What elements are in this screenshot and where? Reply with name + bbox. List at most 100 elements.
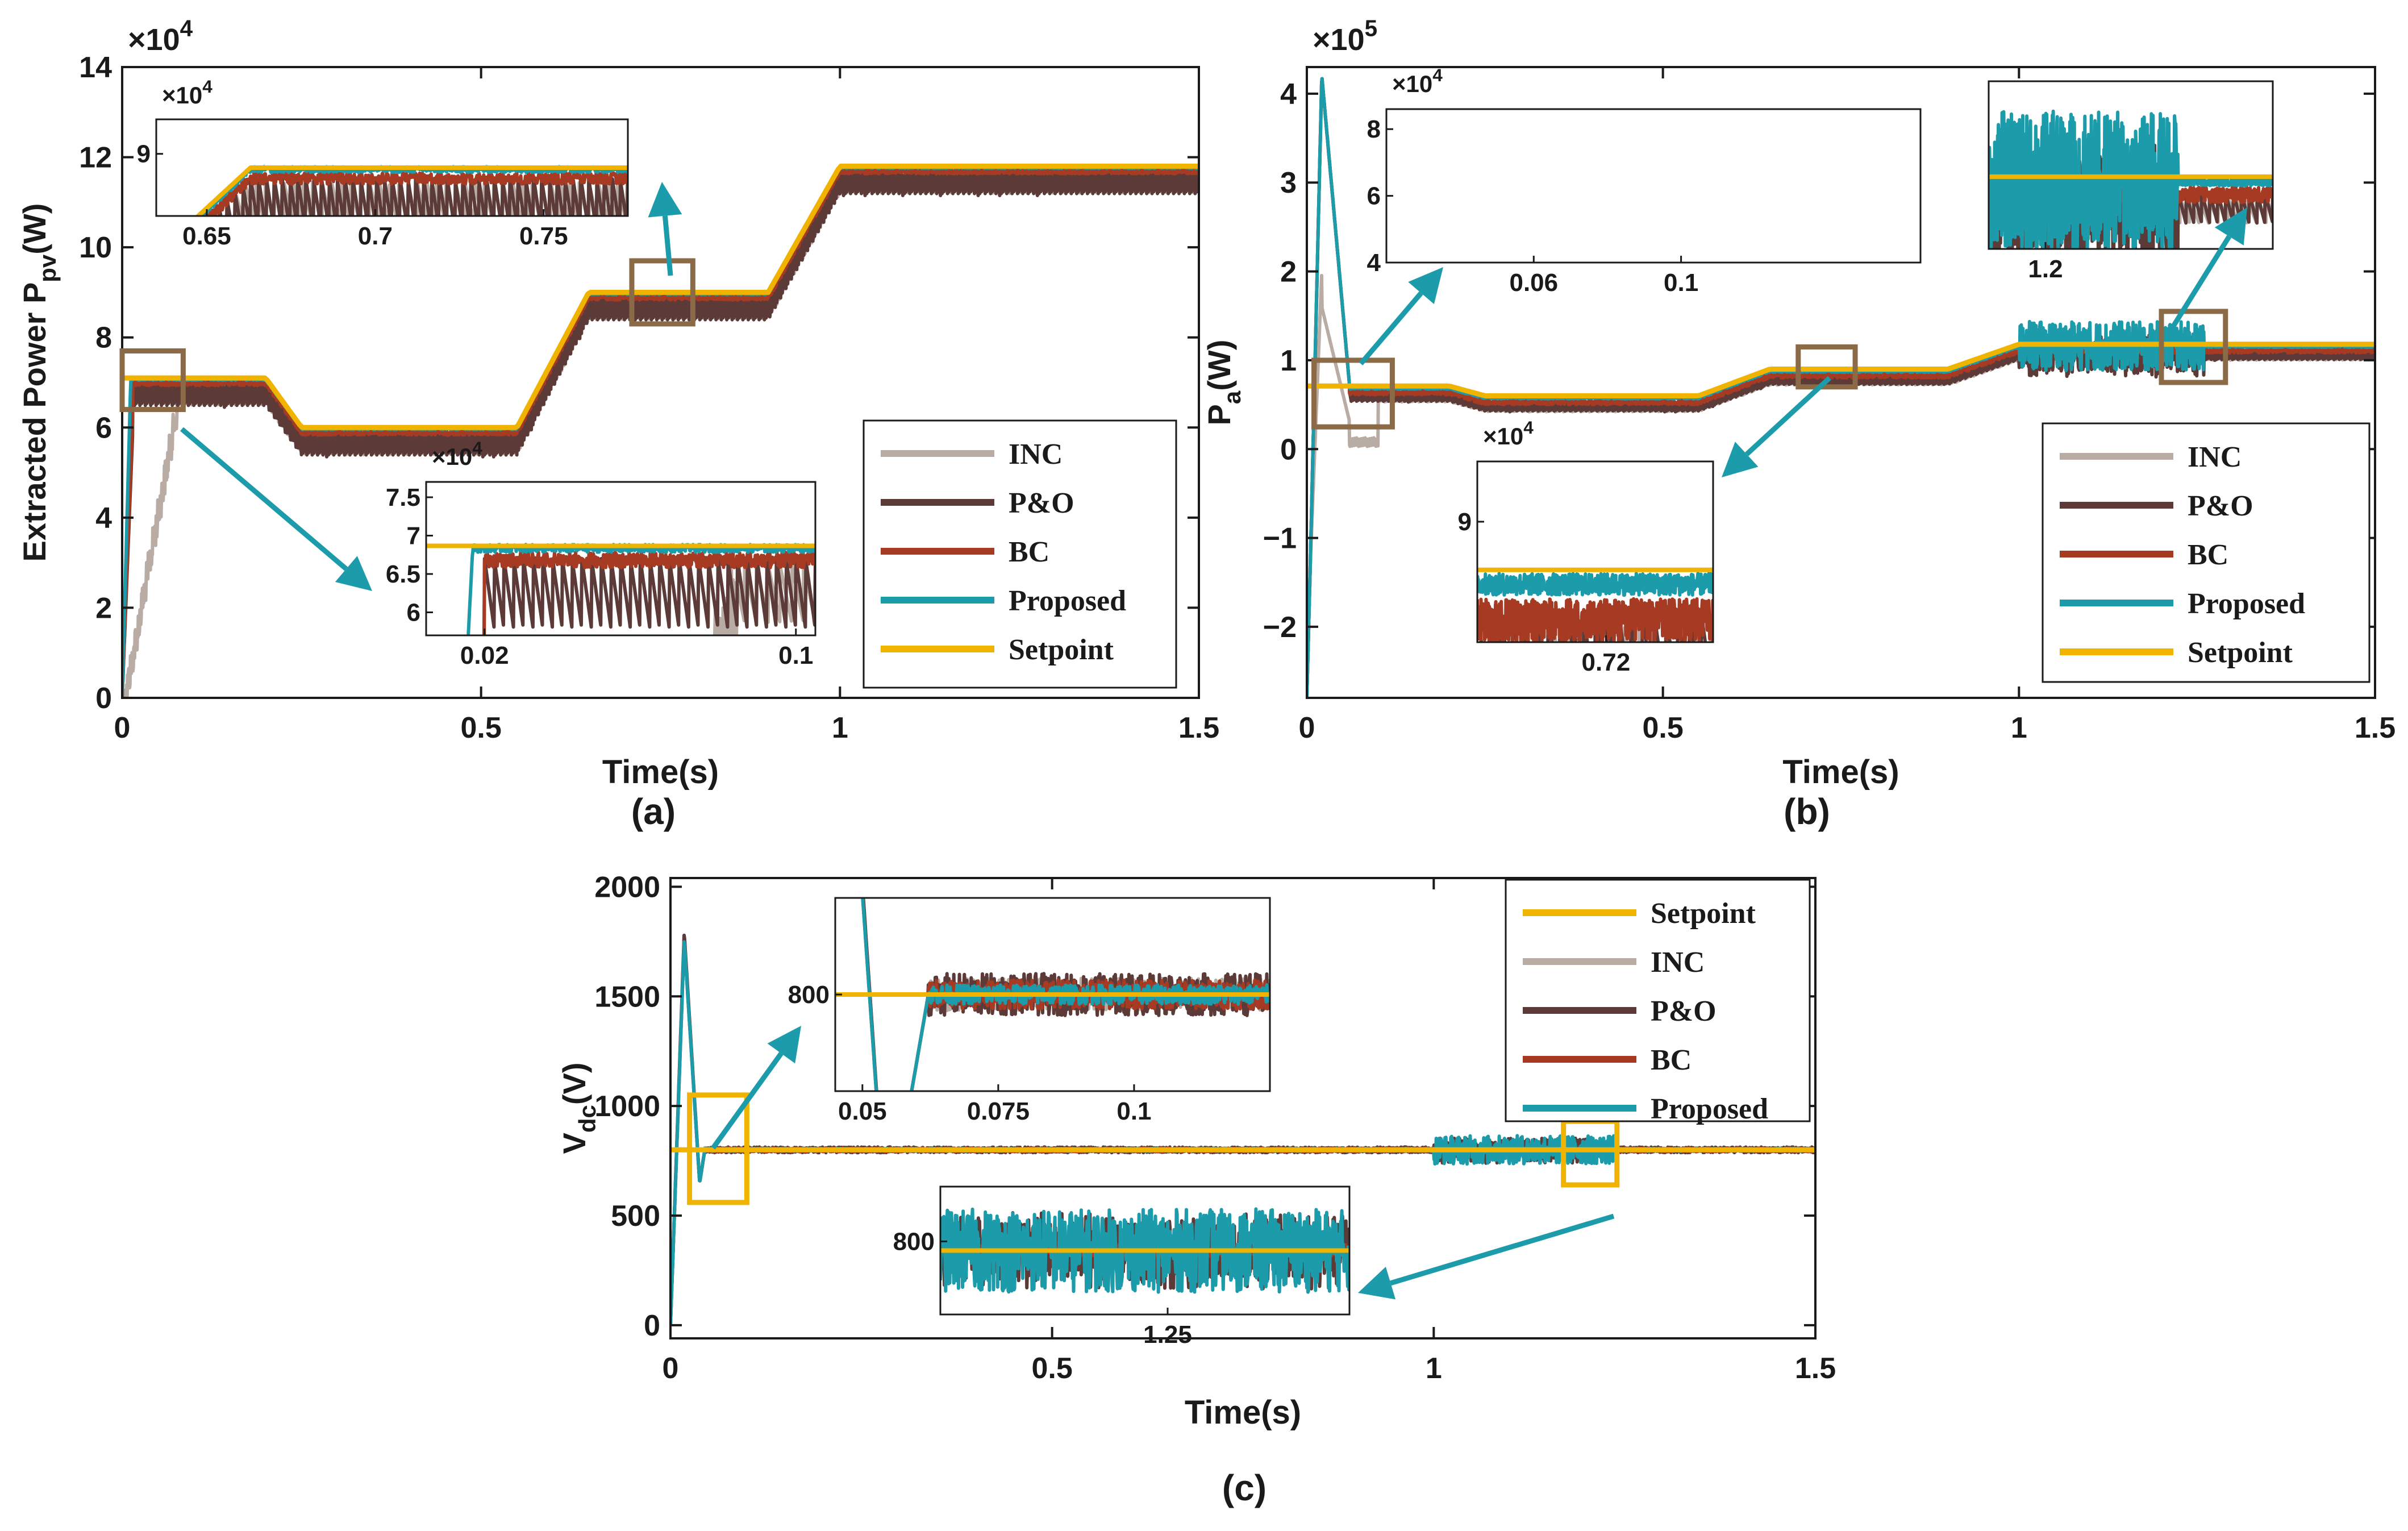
inset-y-tick-label: 9	[1458, 508, 1472, 536]
inset-y-tick-label: 7.5	[386, 484, 420, 511]
x-tick-label: 1.5	[1178, 712, 1219, 744]
legend-label-inc: INC	[2188, 441, 2242, 473]
inset-frame	[1385, 108, 1922, 264]
inset-area	[1386, 109, 1920, 263]
x-tick-label: 0	[1299, 712, 1315, 744]
y-tick-label: 0	[95, 682, 112, 715]
inset-y-tick-label: 6	[407, 599, 420, 627]
arrow-shaft	[662, 215, 673, 276]
y-tick-label: 4	[95, 502, 112, 535]
inset-frame	[939, 1185, 1351, 1316]
x-axis-label: Time(s)	[1782, 754, 1899, 791]
y-tick-label: 6	[95, 411, 112, 444]
inset-x-tick-label: 0.75	[519, 222, 568, 250]
series-line-setpoint	[1307, 342, 2375, 398]
inset-x-tick-label: 0.02	[460, 642, 509, 669]
inset-plot: 0.05 0.075 0.1 800	[788, 897, 1271, 1125]
inset-plot: 0.02 0.1 6 6.5 7 7.5 ×104	[386, 438, 816, 669]
axes-frame	[1306, 66, 2376, 699]
x-tick-label: 1	[832, 712, 848, 744]
exponent-base: ×10	[1313, 23, 1365, 57]
x-tick-label: 0	[114, 712, 131, 744]
arrow-shaft	[2165, 235, 2232, 337]
series-group	[1307, 77, 2375, 698]
series-line-proposed	[1477, 572, 1713, 597]
inset-y-tick-label: 800	[788, 981, 830, 1009]
y-tick-label: 4	[1280, 78, 1297, 111]
exponent-power: 4	[1432, 65, 1443, 85]
legend-label-proposed: Proposed	[2188, 588, 2305, 620]
x-tick-label: 1	[2011, 712, 2027, 744]
inset-exponent: ×104	[432, 438, 482, 470]
exponent-base: ×10	[432, 443, 472, 470]
y-label-unit: (V)	[556, 1062, 592, 1105]
inset-exponent: ×104	[1392, 65, 1443, 97]
y-label-unit: (W)	[16, 203, 52, 255]
y-axis-label: Extracted Power Ppv(W)	[16, 203, 61, 562]
inset-exponent: ×104	[162, 76, 213, 109]
arrow-head	[2214, 207, 2247, 246]
inset-frame	[155, 118, 629, 217]
arrow-head	[767, 1026, 801, 1064]
y-tick-label: 0	[1280, 433, 1297, 466]
inset-x-tick-label: 0.72	[1582, 648, 1631, 676]
y-tick-label: 2000	[594, 871, 660, 904]
x-axis-label: Time(s)	[602, 754, 719, 791]
legend-label-bc: BC	[1651, 1044, 1692, 1076]
series-line-setpoint	[122, 163, 1199, 430]
exponent-power: 4	[1523, 417, 1534, 438]
series-group	[670, 933, 1815, 1326]
y-tick-label: −1	[1263, 522, 1297, 555]
inset-y-tick-label: 7	[407, 522, 420, 550]
inset-y-tick-label: 9	[137, 140, 151, 168]
panel-label: (a)	[631, 791, 676, 832]
x-tick-label: 0.5	[461, 712, 502, 744]
y-label-subscript: pv	[34, 254, 61, 282]
inset-frame	[1988, 80, 2274, 250]
panel-label: (b)	[1784, 791, 1830, 832]
legend-label-setpoint: Setpoint	[1651, 897, 1756, 930]
inset-plot: 1.25 800	[893, 1185, 1351, 1349]
legend-label-inc: INC	[1009, 438, 1063, 471]
y-tick-label: 1	[1280, 344, 1297, 377]
arrow-shaft	[1359, 291, 1423, 365]
legend: INC P&O BC Proposed Setpoint	[2042, 422, 2370, 683]
legend-label-inc: INC	[1651, 946, 1705, 979]
arrow-head	[335, 556, 372, 591]
y-axis-label: Pa(W)	[1201, 340, 1245, 426]
exponent-power: 4	[180, 15, 193, 41]
inset-x-tick-label: 0.1	[1116, 1097, 1151, 1125]
y-tick-label: 12	[79, 142, 112, 174]
zoom-arrow	[1722, 376, 1832, 477]
inset-plot: 0.72 9 ×104	[1458, 417, 1714, 676]
series-line-bc	[482, 550, 815, 635]
zoom-source-box	[687, 1092, 749, 1205]
axes-frame	[669, 877, 1817, 1339]
inset-x-tick-label: 0.7	[358, 222, 393, 250]
legend: Setpoint INC P&O BC Proposed	[1505, 879, 1811, 1125]
x-tick-label: 0	[663, 1352, 679, 1385]
panel-label: (c)	[1222, 1467, 1267, 1508]
exponent-power: 5	[1365, 15, 1378, 41]
legend-label-bc: BC	[2188, 539, 2228, 571]
inset-y-tick-label: 4	[1367, 249, 1381, 277]
exponent-base: ×10	[1483, 423, 1523, 450]
y-tick-label: 10	[79, 231, 112, 264]
inset-exponent: ×104	[1483, 417, 1534, 450]
zoom-arrow	[1359, 267, 1443, 365]
y-label-subscript: a	[1219, 390, 1245, 404]
zoom-arrow	[2165, 207, 2247, 337]
exponent-base: ×10	[162, 82, 202, 109]
arrow-shaft	[711, 1052, 784, 1150]
legend-label-pando: P&O	[1009, 487, 1074, 519]
zoom-arrow	[711, 1026, 801, 1150]
zoom-source-box	[1795, 344, 1858, 390]
zoom-arrow	[1358, 1213, 1615, 1300]
y-tick-label: 0	[644, 1309, 660, 1342]
legend-label-proposed: Proposed	[1009, 585, 1126, 617]
y-tick-label: 1500	[594, 980, 660, 1013]
legend: INC P&O BC Proposed Setpoint	[863, 419, 1177, 689]
zoom-source-box	[119, 348, 186, 413]
series-line-proposed	[1989, 109, 2273, 249]
